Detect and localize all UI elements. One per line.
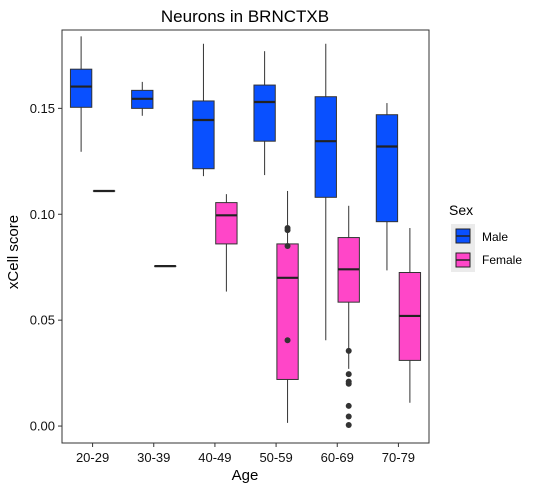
- box-male-40-49: [192, 43, 215, 177]
- outlier-point: [284, 227, 291, 234]
- box-body: [215, 202, 238, 245]
- x-tick-label: 20-29: [76, 450, 109, 465]
- box-body: [375, 114, 399, 223]
- outlier-point: [345, 380, 352, 387]
- outlier-point: [284, 337, 291, 344]
- box-female-40-49: [215, 194, 238, 292]
- x-tick-label: 70-79: [382, 450, 415, 465]
- chart-title: Neurons in BRNCTXB: [161, 7, 329, 26]
- box-body: [69, 68, 93, 108]
- outlier-point: [284, 243, 291, 250]
- box-male-50-59: [253, 51, 276, 176]
- x-tick-label: 30-39: [137, 450, 170, 465]
- y-tick-label: 0.15: [30, 101, 55, 116]
- outlier-point: [345, 421, 352, 428]
- y-tick-label: 0.00: [30, 419, 55, 434]
- x-axis-title: Age: [232, 467, 259, 484]
- plot-panel: [61, 29, 430, 444]
- y-tick-label: 0.10: [30, 207, 55, 222]
- legend-label-male: Male: [482, 230, 508, 244]
- outlier-point: [345, 347, 352, 354]
- outlier-point: [345, 413, 352, 420]
- y-axis-title: xCell score: [5, 215, 22, 289]
- x-tick-label: 40-49: [198, 450, 231, 465]
- box-layer: [69, 36, 422, 428]
- box-male-30-39: [131, 81, 154, 116]
- outlier-point: [345, 371, 352, 378]
- box-male-60-69: [314, 43, 337, 341]
- outlier-point: [345, 402, 352, 409]
- box-female-60-69: [337, 205, 360, 428]
- legend-label-female: Female: [482, 253, 522, 267]
- legend-item-female: Female: [451, 248, 522, 272]
- x-axis: 20-29 30-39 40-49 50-59 60-69 70-79: [76, 443, 415, 465]
- y-axis: 0.00 0.05 0.10 0.15: [30, 101, 62, 434]
- box-body: [253, 84, 276, 142]
- box-female-70-79: [398, 228, 422, 403]
- box-body: [192, 100, 215, 170]
- x-tick-label: 50-59: [259, 450, 292, 465]
- legend-title: Sex: [449, 202, 473, 218]
- box-body: [276, 243, 299, 380]
- legend-item-male: Male: [451, 224, 508, 248]
- legend: Sex Male Female: [449, 202, 522, 272]
- x-tick-label: 60-69: [321, 450, 354, 465]
- box-female-50-59: [276, 190, 299, 423]
- box-male-20-29: [69, 36, 93, 152]
- box-body: [314, 96, 337, 198]
- box-male-70-79: [375, 103, 399, 271]
- y-tick-label: 0.05: [30, 313, 55, 328]
